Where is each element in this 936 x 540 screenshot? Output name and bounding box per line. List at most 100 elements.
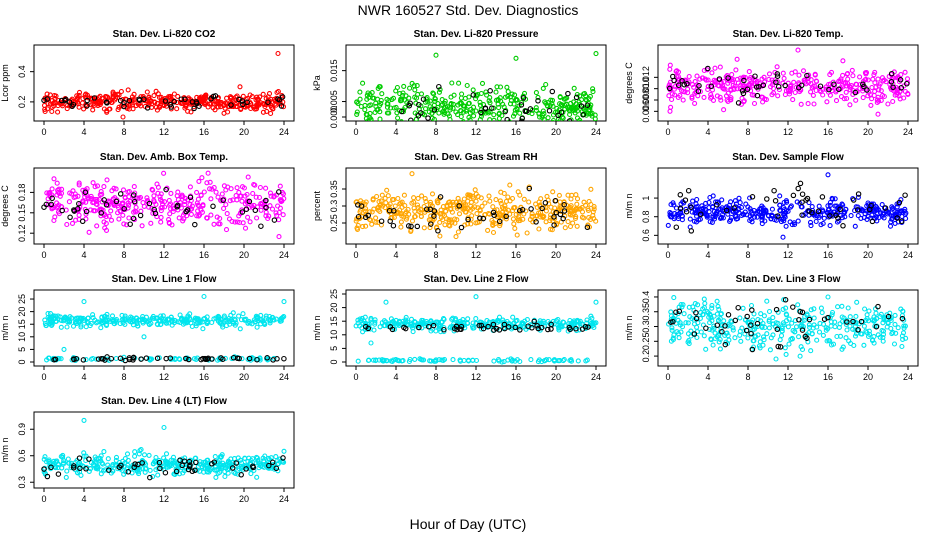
data-point — [412, 208, 418, 214]
data-point — [162, 458, 168, 464]
data-point — [85, 195, 91, 201]
data-point — [461, 196, 467, 202]
x-tick-label: 8 — [745, 127, 750, 137]
highlight-point — [106, 467, 112, 473]
data-point — [262, 103, 268, 110]
y-axis-label: degrees C — [0, 185, 10, 227]
data-point — [200, 203, 206, 209]
highlight-point — [154, 355, 161, 362]
data-point — [201, 316, 207, 322]
data-point — [228, 94, 234, 101]
y-tick-label: 10 — [329, 330, 339, 340]
data-point — [796, 334, 802, 340]
data-point — [458, 114, 464, 120]
data-point — [170, 454, 177, 460]
data-point — [826, 89, 832, 95]
data-point — [81, 450, 87, 456]
x-tick-label: 24 — [279, 372, 289, 382]
data-point — [44, 357, 50, 363]
data-point — [92, 184, 98, 190]
highlight-point — [98, 210, 105, 216]
data-point — [543, 219, 549, 225]
data-point — [719, 197, 725, 203]
highlight-point — [844, 319, 850, 325]
highlight-point — [179, 462, 185, 469]
highlight-point — [681, 81, 688, 88]
data-point — [724, 330, 730, 336]
data-point — [137, 448, 143, 454]
highlight-point — [91, 95, 98, 101]
x-tick-label: 24 — [903, 127, 913, 137]
data-point — [587, 93, 593, 99]
data-point — [466, 101, 472, 107]
data-point — [762, 218, 768, 224]
data-point — [561, 199, 567, 205]
highlight-point — [414, 223, 421, 230]
y-tick-label: 0.8 — [641, 210, 651, 223]
data-point — [667, 66, 673, 72]
highlight-point — [104, 354, 110, 360]
data-point — [195, 208, 201, 214]
data-point — [76, 180, 82, 186]
data-point — [208, 196, 214, 202]
highlight-point — [850, 318, 856, 325]
data-point — [157, 322, 164, 328]
highlight-point — [211, 459, 218, 465]
data-point — [546, 357, 552, 363]
data-point — [543, 357, 549, 363]
data-point — [197, 468, 203, 474]
data-point — [478, 90, 484, 97]
data-point — [473, 191, 479, 197]
data-point — [775, 93, 781, 99]
data-point — [686, 73, 692, 80]
highlight-point — [137, 212, 144, 219]
data-point — [69, 220, 76, 226]
main-title: NWR 160527 Std. Dev. Diagnostics — [357, 2, 579, 18]
data-point — [514, 97, 520, 103]
x-tick-label: 4 — [393, 372, 398, 382]
highlight-point — [527, 106, 534, 112]
data-point — [739, 95, 745, 101]
data-point — [121, 471, 127, 477]
data-point — [265, 465, 271, 471]
data-point — [267, 313, 273, 320]
data-point — [499, 359, 505, 365]
highlight-point — [552, 198, 559, 204]
y-tick-label: 0.6 — [641, 229, 651, 242]
highlight-point — [888, 70, 895, 77]
highlight-point — [399, 108, 405, 115]
data-point — [432, 122, 436, 126]
data-point — [855, 213, 861, 219]
data-point — [73, 319, 79, 325]
highlight-point — [279, 94, 286, 100]
data-point — [276, 209, 282, 216]
highlight-point — [796, 317, 802, 323]
data-point — [211, 185, 217, 191]
data-point — [175, 197, 181, 203]
data-point — [194, 200, 200, 206]
y-tick-label: 20 — [329, 303, 339, 313]
x-tick-label: 12 — [159, 250, 169, 260]
data-point — [395, 195, 401, 202]
data-point — [696, 217, 702, 223]
data-point — [555, 116, 562, 121]
data-point — [709, 80, 715, 86]
outlier-point — [161, 424, 167, 431]
data-point — [384, 187, 390, 193]
data-point — [139, 223, 145, 229]
data-point — [367, 110, 373, 116]
data-point — [824, 99, 830, 105]
data-point — [833, 98, 840, 104]
data-point — [874, 99, 880, 106]
data-point — [428, 358, 434, 364]
highlight-point — [749, 346, 756, 353]
x-tick-label: 12 — [783, 372, 793, 382]
data-point — [712, 335, 718, 342]
data-point — [131, 217, 138, 223]
data-point — [710, 203, 716, 210]
data-point — [838, 76, 844, 82]
data-point — [437, 87, 443, 93]
data-point — [695, 83, 701, 89]
